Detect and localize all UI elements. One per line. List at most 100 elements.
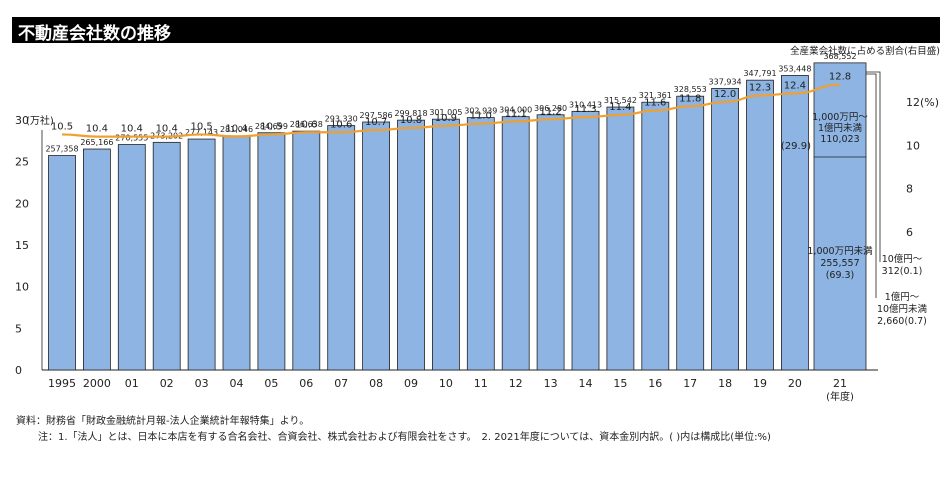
right-tick-label: 8 [906,183,913,196]
leader-10oku-over [866,71,881,262]
bar [152,141,181,371]
bar-value-label: 328,553 [674,85,707,94]
share-line-label: 10.5 [190,121,212,132]
share-line-label: 10.5 [260,121,282,132]
bar-value-label: 315,542 [604,96,637,105]
bar [781,75,809,371]
right-tick-label-top: 12(%) [906,96,939,109]
bar-value-label: 337,934 [709,77,742,86]
breakdown-label-1000man-1oku: 1,000万円～ [812,112,868,123]
x-tick-label: 01 [125,377,139,390]
x-tick-label: 19 [753,377,767,390]
bar [431,118,460,371]
left-tick-label: 10 [15,281,29,294]
bar-value-label: 347,791 [743,69,776,78]
breakdown-label-1oku-10oku: 2,660(0.7) [877,316,927,327]
breakdown-label-1000man-1oku: 110,023 [820,134,859,145]
share-line-label: 10.4 [86,124,108,135]
bar-value-label: 310,413 [569,100,602,109]
share-line-label: 12.3 [749,83,771,94]
share-line-label: 10.9 [435,113,457,124]
right-tick-label: 6 [906,226,913,239]
bar-value-label: 302,939 [464,107,497,116]
bar [397,119,425,371]
leader-1oku-10oku [866,73,877,298]
share-line-label: 10.5 [51,121,73,132]
x-tick-label: 21 [833,377,847,390]
left-tick-label: 25 [15,156,29,169]
x-tick-label: 18 [718,377,732,390]
breakdown-share-label: (29.9) [781,141,811,152]
bar-value-label: 353,448 [778,64,811,73]
bar [746,79,774,371]
x-tick-label: 08 [369,377,383,390]
bar-value-label: 270,555 [115,134,148,143]
bar [711,87,739,371]
bar [606,106,635,371]
left-tick-label: 0 [15,364,22,377]
title-bar: 不動産会社数の推移 [12,17,940,44]
share-line-label: 10.4 [121,124,143,135]
bar-value-label: 301,005 [429,108,462,117]
share-line-label: 11.2 [539,106,561,117]
source-note: 資料：財務省「財政金融統計月報-法人企業統計年報特集」より。 [16,416,310,427]
share-line-label: 10.4 [156,124,178,135]
breakdown-label-under-1000man: 255,557 [820,258,859,269]
breakdown-label-1oku-10oku: 10億円未満 [877,303,928,315]
share-line [61,83,841,138]
share-line-label: 11.0 [470,111,492,122]
bar-value-label: 297,586 [360,111,393,120]
bar-value-label: 306,280 [534,104,567,113]
footnote: 注：1.「法人」とは、日本に本店を有する合名会社、合資会社、株式会社および有限会… [38,432,771,443]
bar-value-label: 293,330 [325,115,358,124]
bar-value-label: 284,699 [255,122,288,131]
breakdown-label-under-1000man: (69.3) [826,270,855,281]
share-line-label: 10.6 [295,119,317,130]
share-line-label: 11.8 [679,93,701,104]
x-axis-unit: (年度) [826,390,854,403]
bar-value-label: 299,818 [394,109,427,118]
left-tick-label: 20 [15,197,29,210]
bar [83,148,111,371]
bar-value-label: 281,046 [220,125,253,134]
x-tick-label: 09 [404,377,418,390]
left-tick-label: 5 [15,322,22,335]
bar-value-label: 304,000 [499,106,532,115]
x-tick-label: 06 [299,377,313,390]
share-line-label: 10.4 [225,124,247,135]
x-tick-label: 05 [264,377,278,390]
x-tick-label: 17 [683,377,697,390]
bar [48,155,76,371]
share-line-label: 11.6 [644,98,666,109]
bar [536,114,565,371]
x-tick-label: 11 [474,377,488,390]
share-line-label: 10.7 [365,117,387,128]
x-tick-label: 16 [648,377,662,390]
bar [327,125,356,371]
bar [222,135,251,371]
x-tick-label: 07 [334,377,348,390]
breakdown-label-1oku-10oku: 1億円～ [885,291,920,303]
x-tick-label: 04 [230,377,244,390]
x-tick-label: 12 [509,377,523,390]
x-tick-label: 13 [544,377,558,390]
bar [187,138,216,371]
left-tick-label: 30 [15,114,29,127]
bar-value-label: 368,552 [823,52,856,61]
share-line-label: 10.8 [400,115,422,126]
x-tick-label: 1995 [48,377,76,390]
bar-value-label: 286,638 [290,120,323,129]
right-axis-label: 全産業会社数に占める割合(右目盛) [790,45,940,57]
x-tick-label: 10 [439,377,453,390]
x-tick-label: 02 [160,377,174,390]
breakdown-label-10oku-over: 312(0.1) [882,266,923,277]
bar-value-label: 321,361 [639,91,672,100]
x-tick-label: 03 [195,377,209,390]
bar-value-label: 265,166 [80,138,113,147]
bar [257,132,286,371]
bar-value-label: 277,143 [185,128,218,137]
bar [641,101,670,371]
breakdown-label-under-1000man: 1,000万円未満 [807,245,873,257]
x-tick-label: 2000 [83,377,111,390]
bar [813,62,867,371]
